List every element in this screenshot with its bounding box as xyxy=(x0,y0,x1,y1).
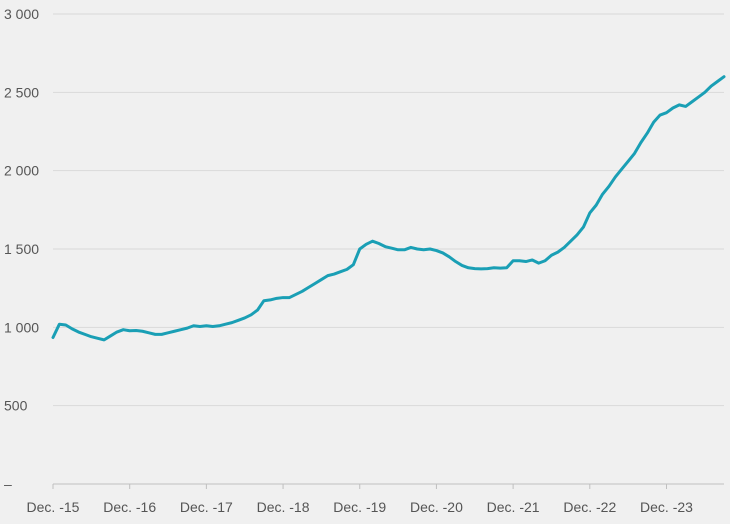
x-axis-labels: Dec. -15 Dec. -16 Dec. -17 Dec. -18 Dec. -19… xyxy=(27,499,694,515)
x-tick-label: Dec. -15 xyxy=(27,499,80,515)
x-tick-label: Dec. -22 xyxy=(563,499,616,515)
gridlines xyxy=(53,13,724,407)
x-tick-label: Dec. -17 xyxy=(180,499,233,515)
y-tick-label: 2 000 xyxy=(4,163,39,179)
series-line xyxy=(51,75,726,342)
y-tick-label: 1 500 xyxy=(4,241,39,257)
x-tick-label: Dec. -18 xyxy=(257,499,310,515)
y-tick-label: 2 500 xyxy=(4,84,39,100)
y-tick-label: 500 xyxy=(4,398,28,414)
x-tick-label: Dec. -23 xyxy=(640,499,693,515)
y-tick-label: 3 000 xyxy=(4,6,39,22)
x-tick-label: Dec. -19 xyxy=(333,499,386,515)
series-group xyxy=(51,75,726,342)
x-tick-label: Dec. -21 xyxy=(487,499,540,515)
x-tick-label: Dec. -20 xyxy=(410,499,463,515)
x-tick-label: Dec. -16 xyxy=(103,499,156,515)
x-axis-ticks xyxy=(52,484,667,489)
y-tick-label: 1 000 xyxy=(4,319,39,335)
y-tick-label: – xyxy=(4,476,12,492)
y-axis-labels: – 500 1 000 1 500 2 000 2 500 3 000 xyxy=(4,6,39,492)
